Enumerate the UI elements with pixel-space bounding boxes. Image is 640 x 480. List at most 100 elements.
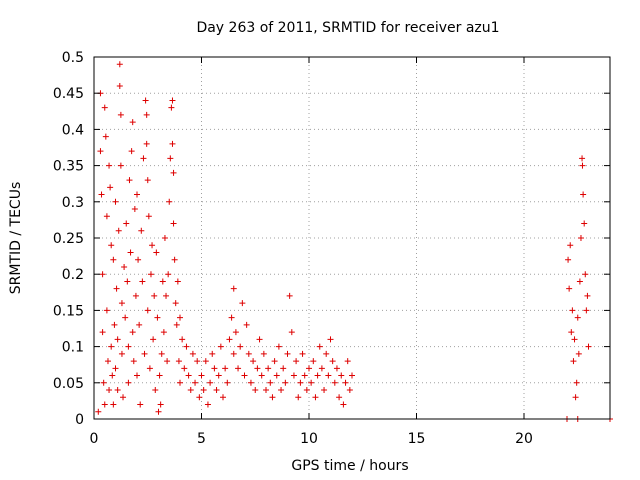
data-point xyxy=(115,227,122,234)
y-tick-label: 0.2 xyxy=(62,267,84,283)
x-tick-label: 20 xyxy=(515,431,533,447)
data-point xyxy=(579,162,586,169)
data-point xyxy=(172,300,179,307)
data-point xyxy=(245,350,252,357)
data-point xyxy=(156,372,163,379)
data-point xyxy=(177,379,183,386)
y-tick-label: 0.35 xyxy=(53,159,84,175)
data-point xyxy=(582,271,589,278)
data-point xyxy=(286,292,293,299)
data-point xyxy=(118,350,125,357)
data-point xyxy=(101,104,108,111)
data-point xyxy=(117,111,124,118)
data-point xyxy=(237,343,244,350)
data-point xyxy=(145,213,152,220)
plot-frame xyxy=(93,56,611,420)
data-point xyxy=(113,285,120,292)
data-point xyxy=(168,104,175,111)
data-point xyxy=(258,372,265,379)
data-point xyxy=(109,372,116,379)
data-point xyxy=(235,365,242,372)
data-point xyxy=(181,365,188,372)
data-point xyxy=(340,401,347,408)
data-point xyxy=(132,292,139,299)
data-point xyxy=(120,394,127,401)
data-point xyxy=(142,97,149,104)
data-point xyxy=(306,365,312,372)
data-point xyxy=(327,336,334,343)
data-point xyxy=(207,379,214,386)
data-point xyxy=(112,198,119,205)
data-point xyxy=(303,387,310,394)
data-point xyxy=(308,379,315,386)
data-point xyxy=(151,292,158,299)
data-point xyxy=(280,365,287,372)
data-point xyxy=(198,372,205,379)
data-point xyxy=(138,227,145,234)
data-point xyxy=(297,379,304,386)
data-point xyxy=(346,387,353,394)
data-point xyxy=(331,379,338,386)
data-point xyxy=(128,148,135,155)
data-point xyxy=(263,387,269,394)
data-point xyxy=(143,111,150,118)
data-point xyxy=(243,321,250,328)
data-point xyxy=(318,365,325,372)
data-point xyxy=(185,372,192,379)
data-point xyxy=(256,336,263,343)
data-point xyxy=(117,162,124,169)
data-point xyxy=(161,235,168,241)
data-point xyxy=(222,365,229,372)
data-point xyxy=(100,379,107,386)
data-point xyxy=(338,372,345,379)
data-point xyxy=(226,336,233,343)
data-point xyxy=(97,148,104,155)
data-point xyxy=(269,394,276,401)
data-point xyxy=(152,387,159,394)
grid-lines xyxy=(94,57,610,419)
data-point xyxy=(112,365,119,372)
data-point xyxy=(585,343,592,350)
data-point xyxy=(98,191,105,198)
data-point xyxy=(349,372,355,379)
data-point xyxy=(576,278,583,285)
data-point xyxy=(299,350,306,357)
data-point xyxy=(224,379,231,386)
data-point xyxy=(230,350,237,357)
data-point xyxy=(131,206,138,213)
data-point xyxy=(170,220,177,227)
y-tick-label: 0.3 xyxy=(62,195,84,211)
data-point xyxy=(230,285,237,292)
x-tick-labels: 0 5 10 15 20 xyxy=(90,431,533,447)
data-point xyxy=(295,394,302,401)
data-point xyxy=(267,379,274,386)
data-point xyxy=(336,394,343,401)
data-point xyxy=(147,271,154,278)
data-point xyxy=(141,350,148,357)
data-point xyxy=(166,198,173,205)
data-point xyxy=(174,278,181,285)
data-point xyxy=(202,358,209,365)
data-point xyxy=(321,387,328,394)
y-tick-labels: 0 0.05 0.1 0.15 0.2 0.25 0.3 0.35 0.4 0.45 0.5 xyxy=(53,50,84,428)
data-point xyxy=(163,292,170,299)
data-point xyxy=(565,256,572,263)
data-point xyxy=(103,213,110,220)
data-point xyxy=(254,365,261,372)
data-point xyxy=(153,249,160,256)
data-point xyxy=(215,372,222,379)
data-point xyxy=(140,155,147,162)
data-point xyxy=(106,387,113,394)
data-point xyxy=(121,263,128,270)
data-point xyxy=(108,343,115,350)
data-point xyxy=(169,140,176,147)
data-point xyxy=(271,358,278,365)
data-point xyxy=(101,401,108,408)
data-point xyxy=(167,155,174,162)
data-point xyxy=(290,372,297,379)
data-point xyxy=(310,358,317,365)
data-point xyxy=(333,365,340,372)
data-point xyxy=(111,321,118,328)
data-point xyxy=(99,329,106,336)
data-point xyxy=(250,358,257,365)
